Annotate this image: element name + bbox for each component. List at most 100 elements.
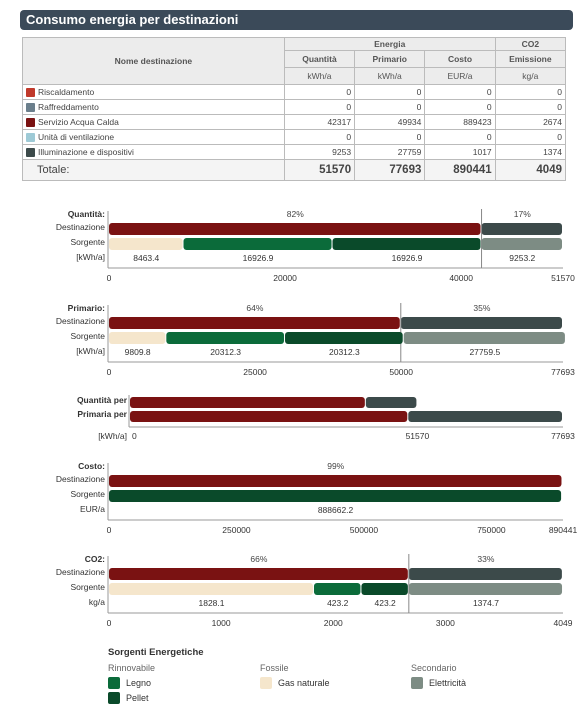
dest-bar bbox=[481, 223, 562, 235]
legend-cat-secondario: Secondario bbox=[411, 663, 457, 673]
source-bar bbox=[361, 583, 408, 595]
col-emissione: Emissione bbox=[494, 50, 567, 68]
dest-bar bbox=[109, 223, 481, 235]
tick-label: 0 bbox=[107, 618, 112, 628]
source-value-label: 20312.3 bbox=[210, 347, 241, 357]
col-name-label: Nome destinazione bbox=[114, 56, 193, 66]
dest-pct-label: 66% bbox=[250, 554, 267, 564]
chart-title: Primario: bbox=[68, 303, 105, 313]
unit-label: [kWh/a] bbox=[98, 431, 127, 441]
primaria-per-bar bbox=[130, 411, 408, 422]
source-bar bbox=[109, 238, 183, 250]
tick-label: 20000 bbox=[273, 273, 297, 283]
unit-primario: kWh/a bbox=[354, 67, 426, 85]
row-name: Illuminazione e dispositivi bbox=[38, 146, 134, 157]
legend-item-legno: Legno bbox=[108, 677, 151, 689]
row-color-swatch bbox=[26, 103, 35, 113]
tick-label: 500000 bbox=[350, 525, 379, 535]
table-row: Raffreddamento 0 0 0 0 bbox=[22, 99, 567, 115]
col-name-header: Nome destinazione bbox=[22, 37, 285, 85]
col-primario-label: Primario bbox=[372, 54, 407, 64]
tick-label: 51570 bbox=[406, 431, 430, 441]
row-color-swatch bbox=[26, 133, 35, 143]
row-name: Riscaldamento bbox=[38, 86, 95, 97]
group-co2: CO2 bbox=[494, 37, 567, 51]
legend-label-pellet: Pellet bbox=[126, 693, 149, 703]
primaria-per-bar bbox=[408, 411, 562, 422]
unit-emissione: kg/a bbox=[494, 67, 567, 85]
row-emissione: 0 bbox=[494, 99, 567, 115]
row-label-sorgente: Sorgente bbox=[71, 331, 106, 341]
col-quantita: Quantità bbox=[283, 50, 356, 68]
unit-costo-label: EUR/a bbox=[447, 71, 473, 81]
unit-costo: EUR/a bbox=[424, 67, 496, 85]
tick-label: 250000 bbox=[222, 525, 251, 535]
row-label-destinazione: Destinazione bbox=[56, 474, 105, 484]
row-label-primaria-per: Primaria per bbox=[77, 409, 127, 419]
section-header: Consumo energia per destinazioni bbox=[20, 10, 573, 30]
tick-label: 750000 bbox=[477, 525, 506, 535]
source-value-label: 16926.9 bbox=[243, 253, 274, 263]
dest-bar bbox=[109, 475, 562, 487]
legend-swatch-legno bbox=[108, 677, 120, 689]
row-label-destinazione: Destinazione bbox=[56, 567, 105, 577]
total-quantita: 51570 bbox=[283, 159, 356, 181]
total-emissione: 4049 bbox=[494, 159, 567, 181]
unit-quantita-label: kWh/a bbox=[307, 71, 332, 81]
row-label-sorgente: Sorgente bbox=[71, 489, 106, 499]
group-energia-label: Energia bbox=[374, 39, 406, 49]
legend-item-pellet: Pellet bbox=[108, 692, 149, 704]
legend-swatch-gas bbox=[260, 677, 272, 689]
dest-pct-label: 64% bbox=[246, 303, 263, 313]
legend-cat-fossile: Fossile bbox=[260, 663, 289, 673]
legend-swatch-elettricita bbox=[411, 677, 423, 689]
charts-area: Quantità: Destinazione Sorgente [kWh/a] 82% 1… bbox=[56, 209, 577, 628]
unit-quantita: kWh/a bbox=[283, 67, 356, 85]
row-name: Raffreddamento bbox=[38, 101, 99, 112]
source-value-label: 20312.3 bbox=[329, 347, 360, 357]
legend-title: Sorgenti Energetiche bbox=[108, 647, 204, 658]
dest-pct-label: 33% bbox=[477, 554, 494, 564]
source-bar bbox=[285, 332, 403, 344]
unit-label: EUR/a bbox=[80, 504, 105, 514]
legend-label-gas: Gas naturale bbox=[278, 678, 330, 688]
row-label-quantita-per: Quantità per bbox=[77, 395, 128, 405]
source-value-label: 8463.4 bbox=[133, 253, 159, 263]
chart-title: Quantità: bbox=[68, 209, 105, 219]
legend-cat-rinnovabile: Rinnovabile bbox=[108, 663, 156, 673]
source-value-label: 16926.9 bbox=[392, 253, 423, 263]
source-bar bbox=[109, 332, 166, 344]
source-bar bbox=[183, 238, 332, 250]
source-bar bbox=[109, 490, 562, 502]
source-value-label: 9253.2 bbox=[509, 253, 535, 263]
row-label-sorgente: Sorgente bbox=[71, 237, 106, 247]
unit-emissione-label: kg/a bbox=[522, 71, 539, 81]
total-costo: 890441 bbox=[424, 159, 496, 181]
dest-pct-label: 99% bbox=[327, 461, 344, 471]
source-value-label: 1374.7 bbox=[473, 598, 499, 608]
legend-item-elettricita: Elettricità bbox=[411, 677, 466, 689]
group-co2-label: CO2 bbox=[521, 39, 540, 49]
tick-label: 0 bbox=[107, 367, 112, 377]
source-bar bbox=[481, 238, 563, 250]
source-bar bbox=[408, 583, 563, 595]
dest-bar bbox=[408, 568, 562, 580]
quantita-per-bar bbox=[365, 397, 417, 408]
table-row: Servizio Acqua Calda 42317 49934 889423 … bbox=[22, 114, 567, 130]
source-value-label: 423.2 bbox=[375, 598, 397, 608]
source-value-label: 423.2 bbox=[327, 598, 349, 608]
tick-label: 50000 bbox=[389, 367, 413, 377]
tick-label: 4049 bbox=[554, 618, 573, 628]
table-row: Riscaldamento 0 0 0 0 bbox=[22, 84, 567, 100]
row-color-swatch bbox=[26, 148, 35, 158]
total-primario: 77693 bbox=[354, 159, 426, 181]
energy-table: Nome destinazione Energia CO2 Quantità P… bbox=[22, 37, 567, 181]
tick-label: 40000 bbox=[449, 273, 473, 283]
source-value-label: 27759.5 bbox=[469, 347, 500, 357]
source-value-label: 1828.1 bbox=[198, 598, 224, 608]
dest-pct-label: 82% bbox=[287, 209, 304, 219]
source-bar bbox=[109, 583, 313, 595]
tick-label: 0 bbox=[132, 431, 137, 441]
tick-label: 51570 bbox=[551, 273, 575, 283]
dest-pct-label: 35% bbox=[473, 303, 490, 313]
